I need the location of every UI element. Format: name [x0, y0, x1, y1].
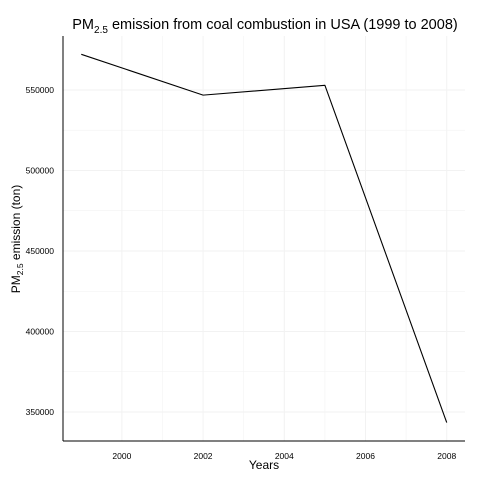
chart-title-suffix: emission from coal combustion in USA (19…	[108, 17, 458, 33]
series-layer	[81, 54, 446, 422]
y-tick-label: 500000	[26, 165, 55, 175]
axes	[63, 36, 465, 441]
y-tick-label: 450000	[26, 246, 55, 256]
y-axis-label-subscript: 2.5	[15, 263, 25, 275]
series-line	[81, 54, 446, 422]
x-axis-label: Years	[249, 458, 279, 472]
x-tick-label: 2000	[112, 451, 131, 461]
x-tick-label: 2008	[437, 451, 456, 461]
x-tick-label: 2006	[356, 451, 375, 461]
grid	[63, 36, 465, 441]
y-axis-label: PM2.5 emission (ton)	[9, 185, 25, 294]
x-tick-label: 2002	[194, 451, 213, 461]
y-tick-label: 350000	[26, 407, 55, 417]
y-tick-label: 550000	[26, 85, 55, 95]
chart-title: PM2.5 emission from coal combustion in U…	[72, 17, 457, 36]
chart-title-subscript: 2.5	[94, 25, 108, 36]
y-axis-label-suffix: emission (ton)	[9, 185, 23, 264]
chart-title-prefix: PM	[72, 17, 94, 33]
y-tick-label: 400000	[26, 326, 55, 336]
y-axis-label-prefix: PM	[9, 275, 23, 293]
